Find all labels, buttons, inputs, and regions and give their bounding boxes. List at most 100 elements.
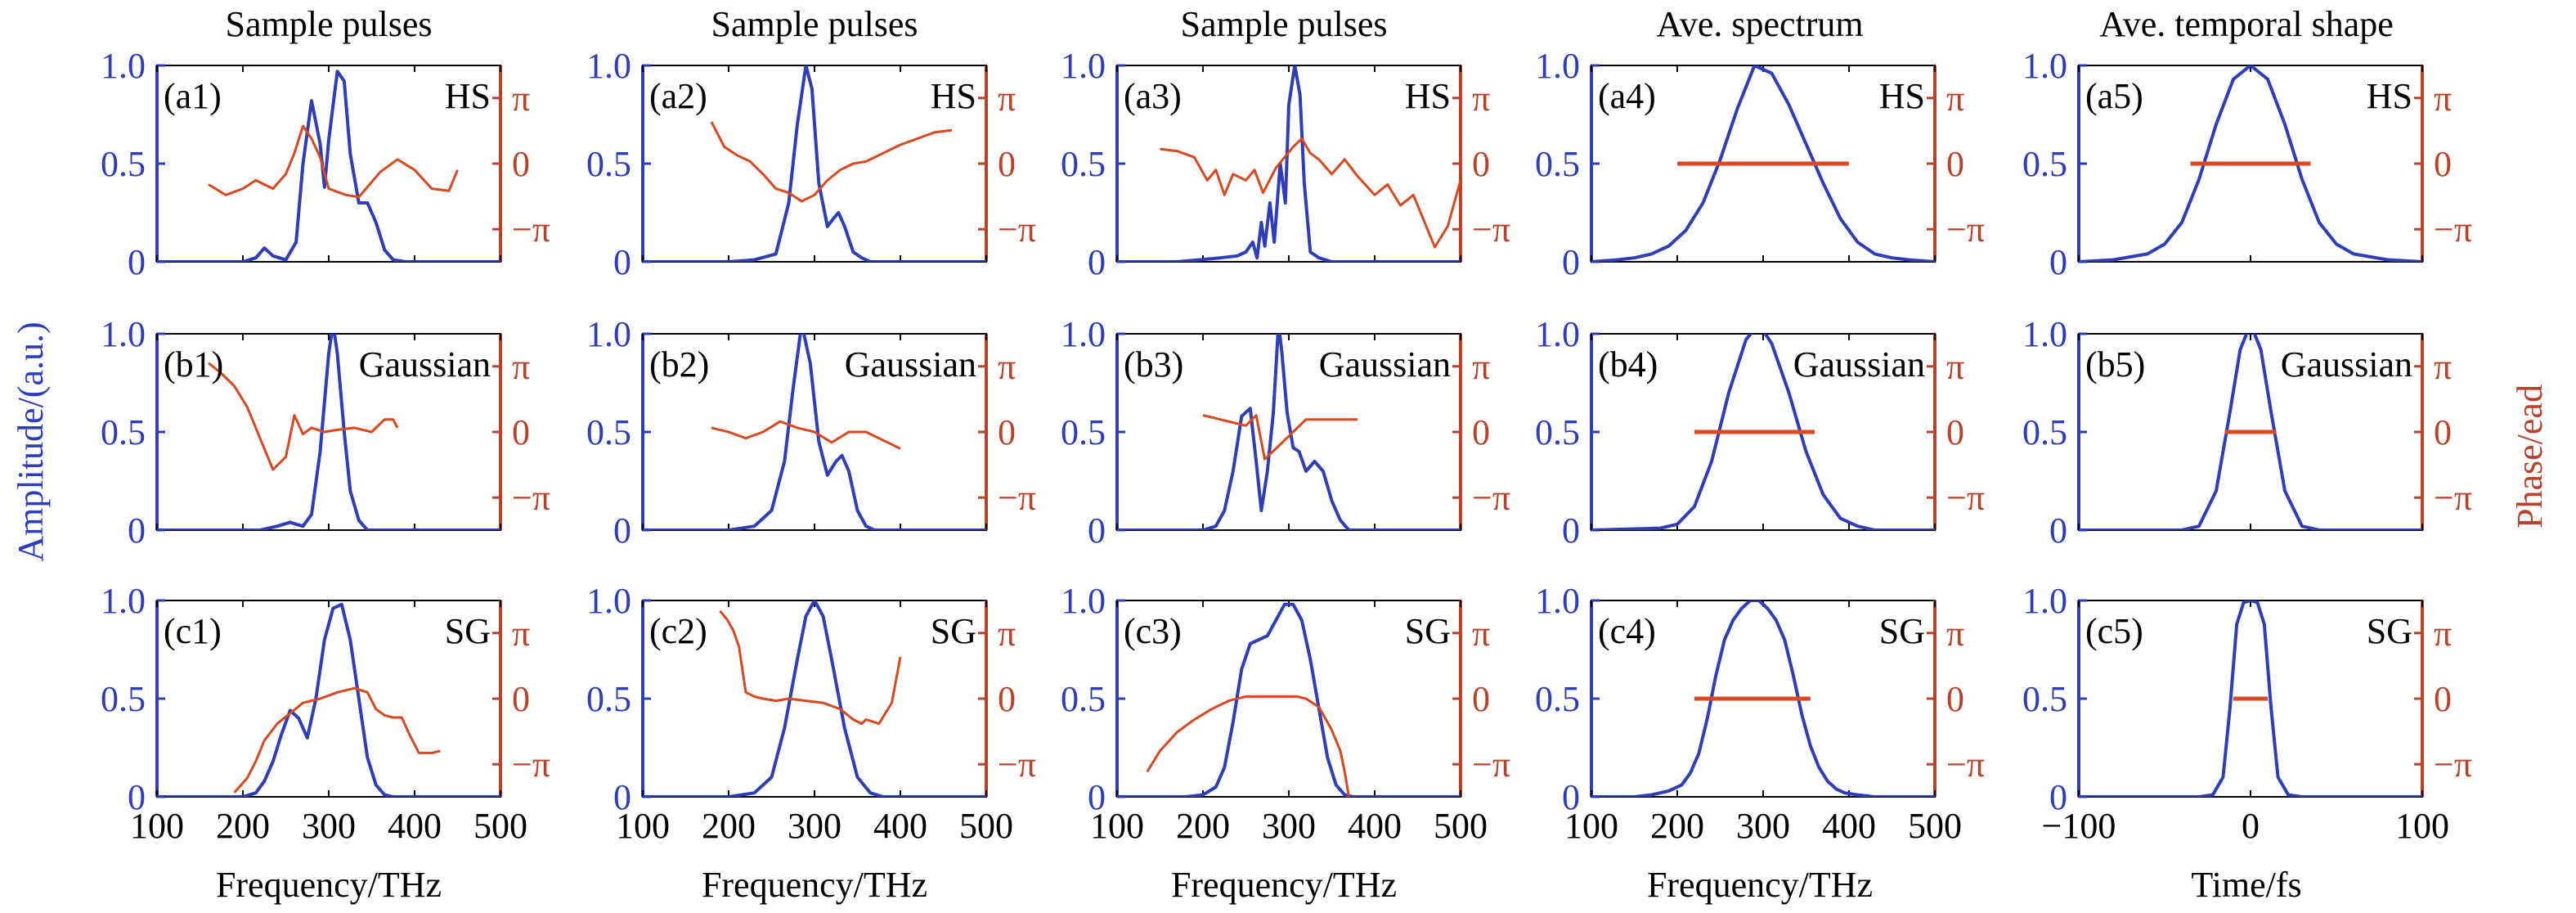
amp-tick-label: 1.0 bbox=[1061, 46, 1106, 86]
left-axis-title: Amplitude/(a.u.) bbox=[11, 322, 51, 561]
phase-series bbox=[1160, 137, 1461, 249]
phase-tick-label: π bbox=[1472, 347, 1490, 387]
shape-label: Gaussian bbox=[845, 344, 976, 385]
x-tick-label: 300 bbox=[302, 806, 356, 846]
amplitude-series bbox=[1591, 334, 1935, 530]
amplitude-series bbox=[1591, 600, 1935, 797]
amplitude-series bbox=[643, 65, 986, 262]
phase-tick-label: 0 bbox=[512, 412, 530, 452]
x-tick-label: 100 bbox=[2395, 806, 2449, 846]
x-tick-label: 400 bbox=[388, 806, 442, 846]
amp-tick-label: 1.0 bbox=[586, 581, 631, 621]
panel-label: (b1) bbox=[164, 344, 223, 385]
panel-label: (b5) bbox=[2085, 344, 2145, 385]
phase-tick-label: 0 bbox=[1472, 144, 1490, 184]
phase-tick-label: π bbox=[1946, 347, 1964, 387]
amplitude-series bbox=[157, 70, 500, 262]
amp-tick-label: 1.0 bbox=[1061, 581, 1106, 621]
phase-tick-label: 0 bbox=[1472, 412, 1490, 452]
phase-series bbox=[1202, 414, 1358, 461]
panel-a5: 0 0.5 1.0 −π 0 π (a5) HS bbox=[2022, 46, 2472, 282]
shape-label: SG bbox=[1405, 611, 1451, 651]
col1-xlabel: Frequency/THz bbox=[216, 865, 442, 905]
phase-tick-label: π bbox=[1946, 614, 1964, 654]
phase-tick-label: −π bbox=[998, 478, 1036, 518]
shape-label: SG bbox=[2367, 611, 2412, 651]
shape-label: SG bbox=[1879, 611, 1925, 651]
panel-b5: 0 0.5 1.0 −π 0 π (b5) Gaussian bbox=[2022, 314, 2472, 551]
amplitude-series bbox=[157, 334, 500, 530]
phase-tick-label: −π bbox=[2434, 478, 2472, 518]
col2-title: Sample pulses bbox=[711, 4, 918, 44]
amplitude-series bbox=[2079, 600, 2422, 797]
phase-tick-label: 0 bbox=[512, 679, 530, 719]
amp-tick-label: 0.5 bbox=[2022, 144, 2067, 184]
x-tick-label: 200 bbox=[1650, 806, 1704, 846]
phase-tick-label: −π bbox=[1946, 478, 1985, 518]
amp-tick-label: 1.0 bbox=[586, 314, 631, 354]
panel-grid: 0 0.5 1.0 −π 0 π (a1) HS 0 0.5 1.0 −π 0 π (a2) HS 0 0.5 1.… bbox=[101, 46, 2472, 846]
x-tick-label: 400 bbox=[1348, 806, 1402, 846]
phase-tick-label: π bbox=[512, 614, 530, 654]
phase-tick-label: 0 bbox=[1472, 679, 1490, 719]
amp-tick-label: 0.5 bbox=[2022, 412, 2067, 452]
phase-series bbox=[233, 686, 441, 794]
x-tick-label: 300 bbox=[1262, 806, 1316, 846]
phase-series bbox=[719, 609, 902, 726]
phase-tick-label: −π bbox=[998, 744, 1036, 785]
amp-tick-label: 1.0 bbox=[1535, 314, 1580, 354]
amp-tick-label: 0.5 bbox=[2022, 679, 2067, 719]
amp-tick-label: 0.5 bbox=[586, 144, 631, 184]
amp-tick-label: 1.0 bbox=[2022, 581, 2067, 621]
amp-tick-label: 1.0 bbox=[101, 46, 146, 86]
phase-series bbox=[1146, 695, 1350, 797]
shape-label: SG bbox=[931, 611, 976, 651]
x-tick-label: 100 bbox=[1090, 806, 1144, 846]
panel-b3: 0 0.5 1.0 −π 0 π (b3) Gaussian bbox=[1061, 314, 1510, 551]
phase-tick-label: π bbox=[2434, 614, 2452, 654]
x-tick-label: −100 bbox=[2042, 806, 2116, 846]
phase-tick-label: 0 bbox=[1946, 144, 1964, 184]
phase-tick-label: 0 bbox=[1946, 679, 1964, 719]
amplitude-series bbox=[1117, 334, 1461, 530]
col3-title: Sample pulses bbox=[1181, 4, 1388, 44]
panel-c5: 00.51.0−π0π−100 0 100(c5) SG bbox=[2022, 581, 2472, 846]
amp-tick-label: 0 bbox=[2049, 510, 2067, 551]
amp-tick-label: 0.5 bbox=[1535, 144, 1580, 184]
amp-tick-label: 0 bbox=[1088, 242, 1106, 282]
x-tick-label: 400 bbox=[1822, 806, 1876, 846]
amp-tick-label: 0.5 bbox=[1061, 412, 1106, 452]
x-tick-label: 500 bbox=[473, 806, 527, 846]
panel-label: (c1) bbox=[164, 611, 222, 651]
phase-series bbox=[208, 124, 459, 199]
phase-tick-label: −π bbox=[512, 478, 550, 518]
phase-tick-label: π bbox=[2434, 79, 2452, 119]
col4-xlabel: Frequency/THz bbox=[1647, 865, 1873, 905]
amp-tick-label: 0 bbox=[613, 777, 631, 817]
col3-xlabel: Frequency/THz bbox=[1171, 865, 1397, 905]
phase-tick-label: 0 bbox=[1946, 412, 1964, 452]
panel-label: (a3) bbox=[1124, 76, 1182, 116]
shape-label: HS bbox=[1405, 76, 1451, 116]
amplitude-series bbox=[1117, 602, 1461, 797]
amplitude-series bbox=[1117, 65, 1461, 262]
amplitude-series bbox=[643, 334, 986, 530]
amp-tick-label: 0 bbox=[2049, 777, 2067, 817]
x-tick-label: 0 bbox=[2242, 806, 2260, 846]
x-tick-label: 400 bbox=[873, 806, 927, 846]
phase-tick-label: π bbox=[1472, 614, 1490, 654]
panel-label: (c3) bbox=[1124, 611, 1182, 651]
phase-tick-label: 0 bbox=[2434, 412, 2452, 452]
x-tick-label: 200 bbox=[702, 806, 756, 846]
amp-tick-label: 1.0 bbox=[101, 314, 146, 354]
phase-series bbox=[711, 420, 901, 450]
x-tick-label: 300 bbox=[1736, 806, 1790, 846]
amp-tick-label: 0.5 bbox=[586, 679, 631, 719]
amp-tick-label: 0 bbox=[128, 510, 146, 551]
amp-tick-label: 0 bbox=[613, 242, 631, 282]
amp-tick-label: 0.5 bbox=[1061, 144, 1106, 184]
x-tick-label: 500 bbox=[1434, 806, 1488, 846]
phase-tick-label: 0 bbox=[512, 144, 530, 184]
panel-label: (c5) bbox=[2085, 611, 2143, 651]
panel-label: (a1) bbox=[164, 76, 222, 116]
